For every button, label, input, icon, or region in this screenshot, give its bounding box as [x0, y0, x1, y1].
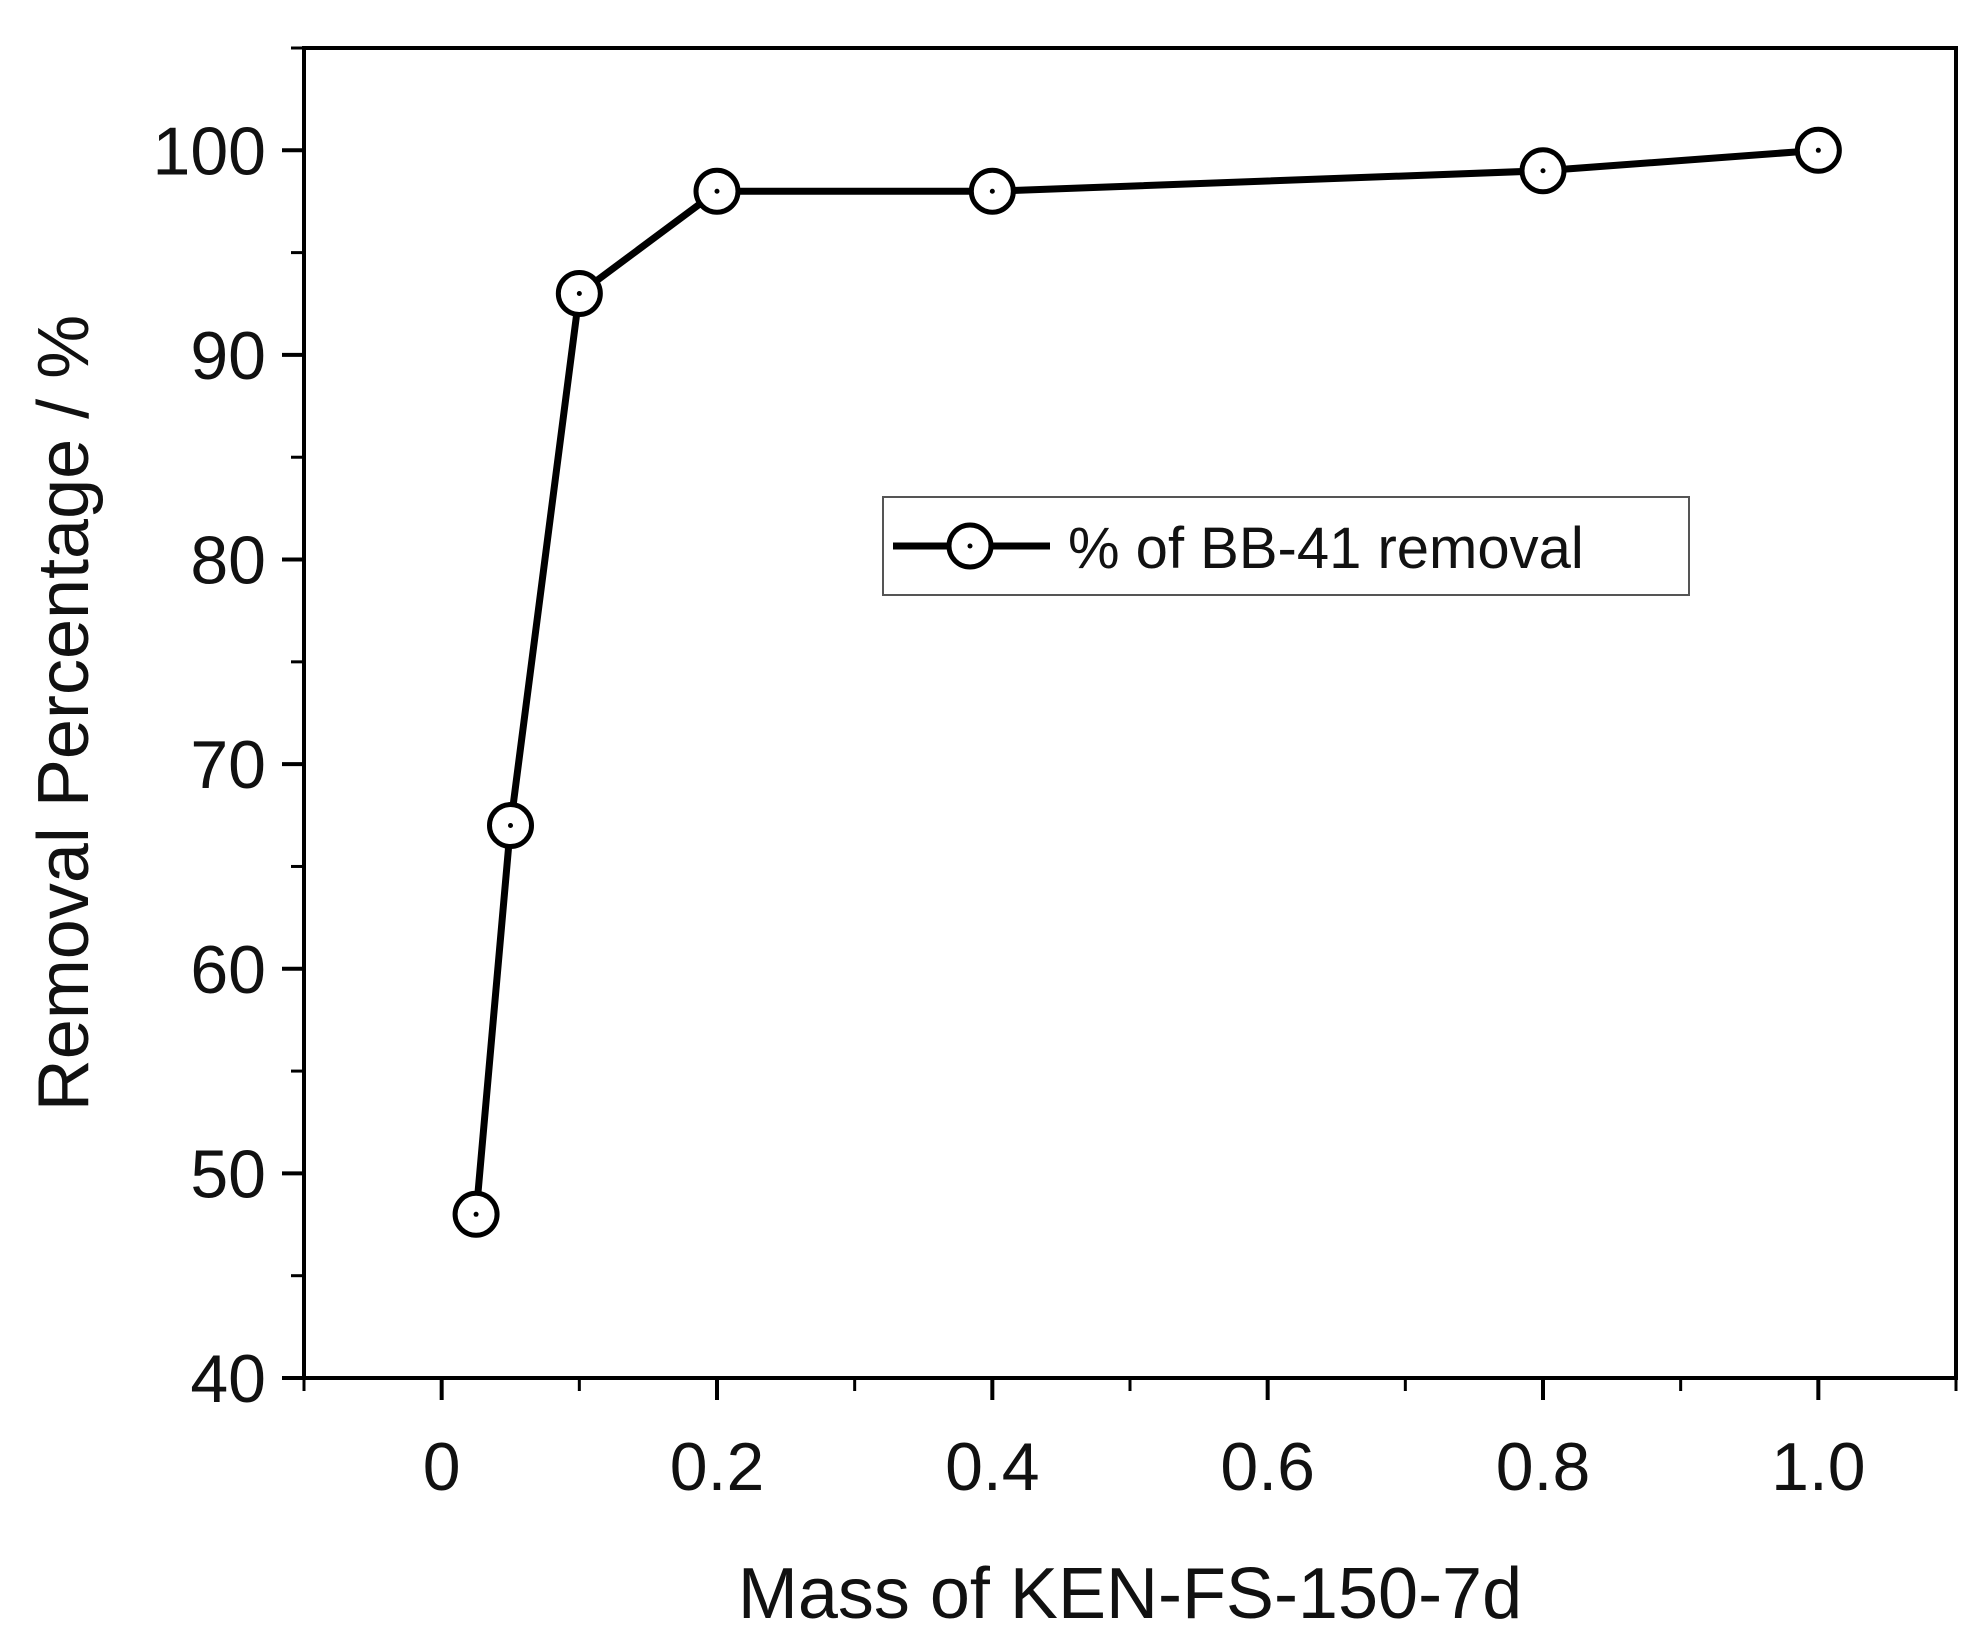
data-point-dot — [714, 188, 720, 194]
x-tick-label: 0.6 — [1220, 1429, 1315, 1505]
x-tick-label: 0.4 — [945, 1429, 1040, 1505]
legend: % of BB-41 removal — [882, 496, 1690, 596]
y-tick-label: 40 — [190, 1341, 266, 1417]
data-point-dot — [1815, 147, 1821, 153]
x-tick-label: 0.2 — [670, 1429, 765, 1505]
data-point-dot — [473, 1211, 479, 1217]
x-tick-label: 0 — [423, 1429, 461, 1505]
x-axis-title: Mass of KEN-FS-150-7d — [738, 1554, 1522, 1634]
y-tick-label: 60 — [190, 932, 266, 1008]
y-tick-label: 50 — [190, 1136, 266, 1212]
legend-label: % of BB-41 removal — [1068, 516, 1584, 581]
y-axis-title: Removal Percentage / % — [24, 315, 104, 1111]
y-tick-label: 90 — [190, 318, 266, 394]
data-point-dot — [508, 823, 513, 829]
series-layer — [452, 126, 1842, 1238]
y-tick-labels: 40 50 60 70 80 90 100 — [153, 113, 266, 1417]
data-point-dot — [989, 188, 995, 194]
data-point-dot — [1540, 168, 1546, 174]
x-tick-labels: 0 0.2 0.4 0.6 0.8 1.0 — [423, 1429, 1866, 1505]
x-tick-label: 0.8 — [1496, 1429, 1591, 1505]
data-point-dot — [576, 291, 582, 297]
x-tick-label: 1.0 — [1771, 1429, 1866, 1505]
y-tick-label: 80 — [190, 523, 266, 599]
axis-ticks — [282, 46, 1958, 1400]
y-tick-label: 70 — [190, 727, 266, 803]
plot-area — [302, 46, 1958, 1380]
legend-marker-dot — [967, 543, 973, 549]
y-tick-label: 100 — [153, 113, 266, 189]
